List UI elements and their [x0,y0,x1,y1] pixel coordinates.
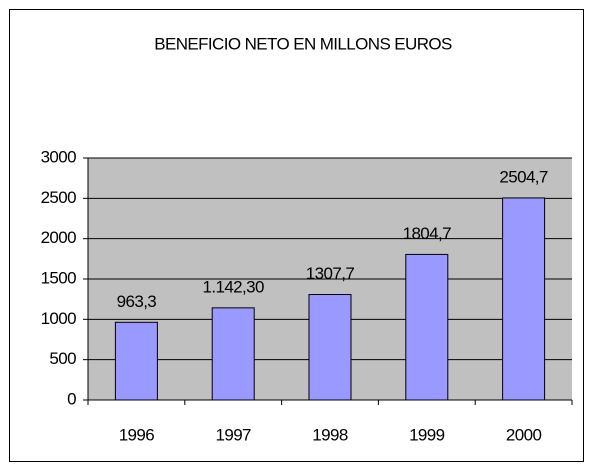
bar [405,253,449,401]
x-tick-label: 1996 [119,425,155,444]
y-tick-label: 3000 [41,147,77,166]
x-tick-label: 1998 [312,425,348,444]
bar [211,307,255,401]
y-tick-label: 1500 [41,268,77,287]
y-tick-label: 500 [49,349,76,368]
x-tick-label: 1997 [215,425,251,444]
data-label: 1.142,30 [203,277,265,296]
data-label: 1804,7 [403,224,452,243]
data-label: 2504,7 [499,167,548,186]
y-tick-label: 1000 [41,309,77,328]
bar [308,294,352,401]
y-tick-label: 0 [67,389,76,408]
y-tick-label: 2500 [41,188,77,207]
bar [114,321,158,401]
chart-title: BENEFICIO NETO EN MILLONS EUROS [154,34,452,53]
data-label: 1307,7 [306,264,355,283]
y-tick-label: 2000 [41,228,77,247]
x-tick-label: 2000 [506,425,542,444]
x-tick-label: 1999 [409,425,445,444]
data-label: 963,3 [117,292,157,311]
bar [502,197,546,401]
